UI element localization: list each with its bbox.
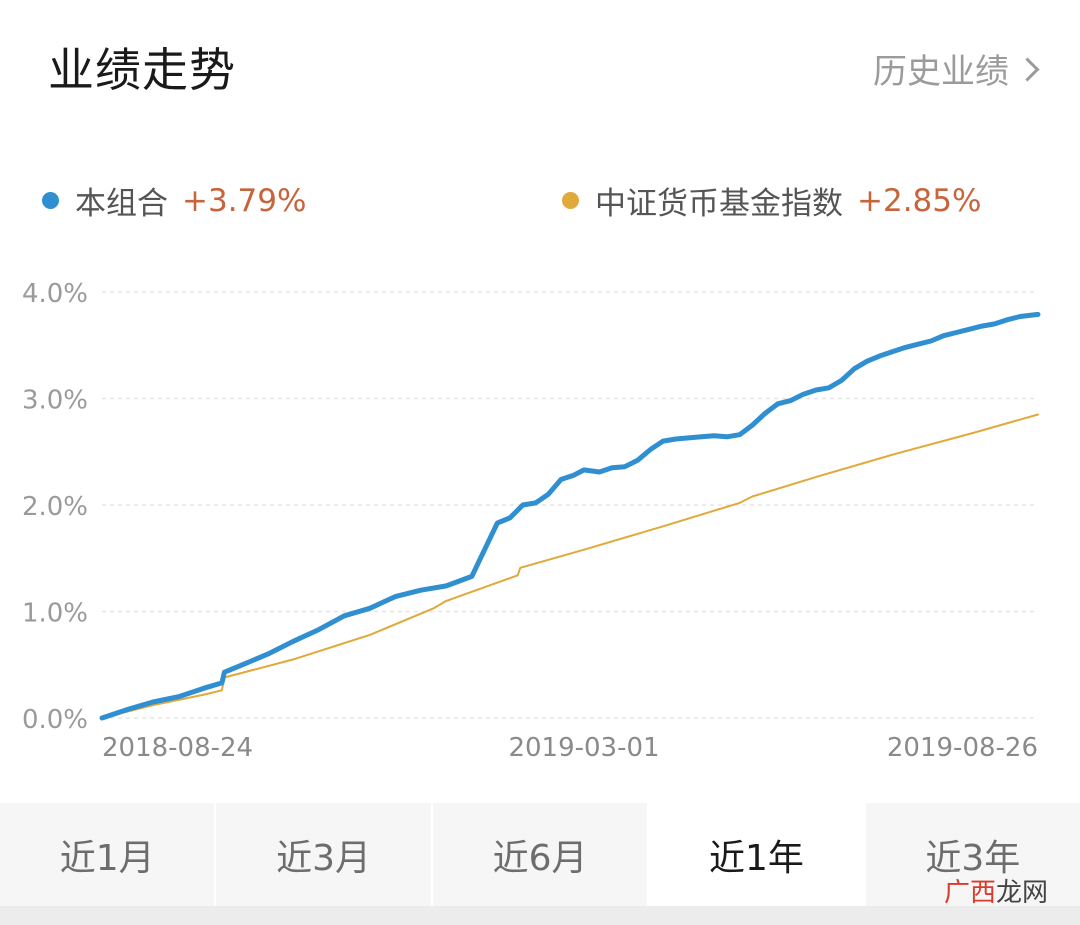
x-tick-label-2: 2019-08-26 — [887, 733, 1038, 763]
performance-chart: 0.0% 1.0% 2.0% 3.0% 4.0% 2018-08-24 2019-03-01… — [0, 270, 1080, 770]
legend-item-portfolio: 本组合 +3.79% — [42, 178, 306, 223]
y-tick-label-2: 2.0% — [22, 492, 88, 522]
chart-legend: 本组合 +3.79% 中证货币基金指数 +2.85% — [0, 178, 1080, 228]
performance-chart-svg: 0.0% 1.0% 2.0% 3.0% 4.0% 2018-08-24 2019-03-01… — [22, 279, 1041, 763]
legend-change-portfolio: +3.79% — [182, 182, 307, 219]
bottom-bar — [0, 906, 1080, 925]
legend-label-index: 中证货币基金指数 — [595, 186, 843, 222]
tab-1-month[interactable]: 近1月 — [0, 803, 217, 906]
x-tick-label-0: 2018-08-24 — [102, 733, 253, 763]
series-line-0 — [99, 311, 1041, 721]
chevron-right-icon — [1015, 57, 1040, 82]
tab-3-years[interactable]: 近3年 — [865, 803, 1080, 906]
y-tick-label-3: 3.0% — [22, 386, 88, 416]
legend-label-portfolio: 本组合 — [75, 186, 168, 222]
tab-1-year[interactable]: 近1年 — [649, 803, 866, 906]
x-tick-label-1: 2019-03-01 — [508, 733, 659, 763]
legend-change-index: +2.85% — [857, 182, 982, 219]
period-tabs: 近1月 近3月 近6月 近1年 近3年 — [0, 803, 1080, 906]
history-link-label: 历史业绩 — [873, 52, 1009, 92]
watermark-part1: 广西 — [943, 878, 996, 908]
history-performance-link[interactable]: 历史业绩 — [873, 44, 1040, 93]
legend-dot-index — [562, 192, 579, 209]
y-tick-label-1: 1.0% — [22, 599, 88, 629]
series-line-1 — [101, 413, 1039, 719]
tab-6-months[interactable]: 近6月 — [432, 803, 650, 906]
watermark-part2: 龙网 — [995, 878, 1048, 908]
legend-dot-portfolio — [42, 192, 59, 209]
y-tick-label-0: 0.0% — [22, 705, 88, 735]
watermark: 广西 龙网 — [944, 872, 1048, 909]
header: 业绩走势 历史业绩 — [0, 0, 1080, 130]
legend-item-index: 中证货币基金指数 +2.85% — [562, 178, 981, 223]
page-title: 业绩走势 — [48, 43, 236, 97]
tab-3-months[interactable]: 近3月 — [216, 803, 433, 906]
y-tick-label-4: 4.0% — [22, 279, 88, 309]
